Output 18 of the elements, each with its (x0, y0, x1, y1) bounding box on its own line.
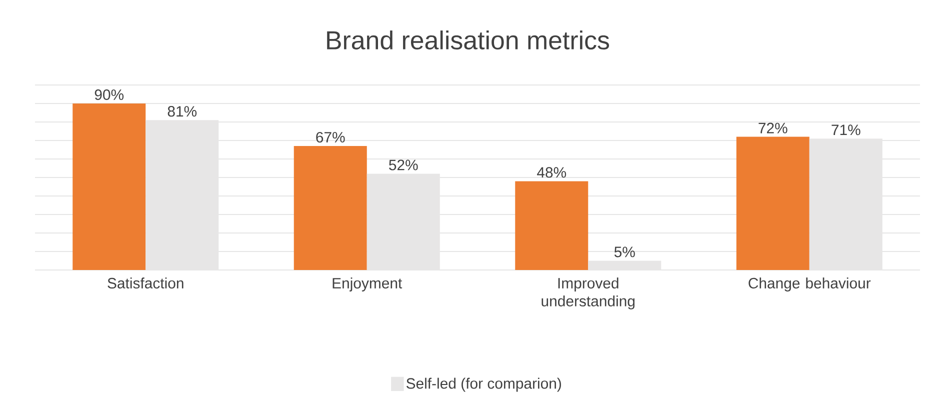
bar (294, 146, 367, 270)
chart-title: Brand realisation metrics (327, 30, 610, 50)
data-label: 48% (537, 167, 566, 178)
data-label: 72% (758, 122, 788, 134)
legend-label: Self-led (for comparion) (406, 378, 561, 392)
data-label: 67% (316, 132, 345, 143)
bar (515, 181, 588, 270)
data-label: 5% (614, 246, 635, 258)
x-tick-label: Satisfaction (108, 278, 184, 288)
data-label: 81% (168, 106, 197, 117)
data-label: 52% (389, 160, 418, 170)
x-tick-label: Change behaviour (748, 278, 871, 292)
data-label: 90% (94, 89, 124, 100)
x-tick-label: Enjoyment (332, 278, 402, 292)
x-tick-label: Improved understanding (542, 278, 635, 310)
bar (72, 103, 146, 270)
bar (736, 136, 810, 270)
data-label: 71% (832, 124, 860, 136)
